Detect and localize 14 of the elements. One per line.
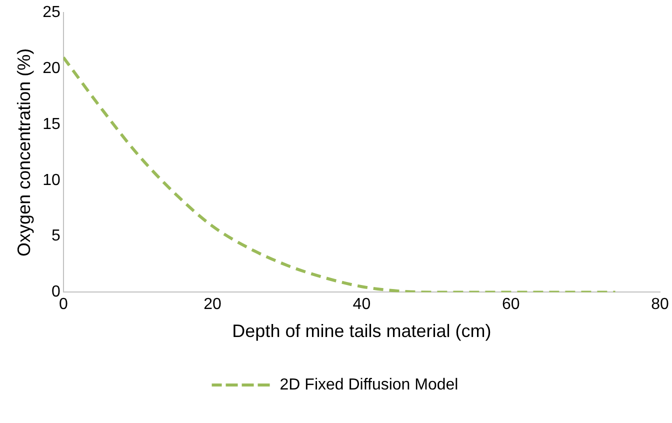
y-tick-label: 0 xyxy=(51,284,60,301)
legend-label: 2D Fixed Diffusion Model xyxy=(280,376,458,394)
y-tick-label: 10 xyxy=(42,172,60,189)
x-axis-title: Depth of mine tails material (cm) xyxy=(232,321,492,342)
y-tick-label: 15 xyxy=(42,116,60,133)
x-tick-label: 60 xyxy=(502,296,520,314)
y-tick-label: 20 xyxy=(42,60,60,77)
x-tick-label: 20 xyxy=(204,296,222,314)
x-tick-label: 80 xyxy=(651,296,669,314)
x-tick-label: 40 xyxy=(352,296,371,314)
line-series xyxy=(63,56,617,292)
y-tick-label: 5 xyxy=(51,228,60,245)
y-axis-title: Oxygen concentration (%) xyxy=(14,48,34,256)
y-tick-label: 25 xyxy=(42,4,60,22)
